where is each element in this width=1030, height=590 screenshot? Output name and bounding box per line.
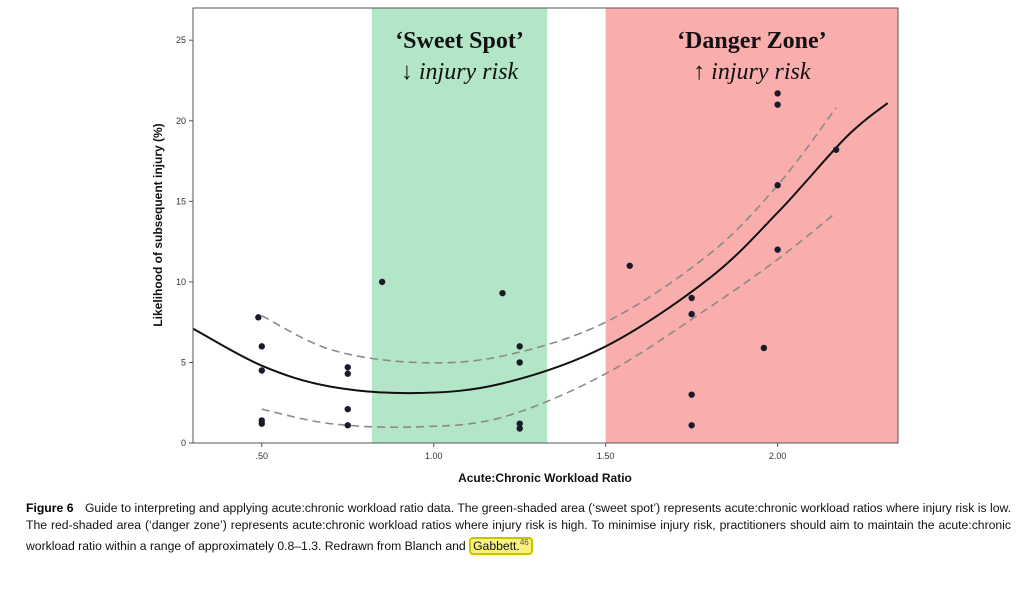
- zone-subtitle-1: ↑ injury risk: [693, 59, 811, 85]
- plot-frame: [192, 7, 899, 444]
- data-point-11: [516, 343, 523, 350]
- data-point-10: [499, 289, 506, 297]
- zone-0: [371, 8, 548, 443]
- zone-1: [605, 8, 898, 443]
- data-point-21: [774, 90, 781, 97]
- data-point-7: [344, 405, 351, 413]
- y-tick-label-0: 0: [181, 438, 186, 448]
- fit-curve: [192, 102, 889, 395]
- data-point-8: [344, 422, 351, 429]
- x-axis-label: Acute:Chronic Workload Ratio: [458, 471, 632, 485]
- data-point-24: [774, 246, 781, 253]
- data-point-1: [258, 343, 265, 350]
- figure-caption: Figure 6 Guide to interpreting and apply…: [26, 500, 1012, 556]
- data-point-16: [688, 294, 695, 302]
- data-point-6: [344, 370, 351, 377]
- data-point-0: [255, 314, 262, 321]
- data-point-4: [258, 420, 265, 427]
- y-axis-label: Likelihood of subsequent injury (%): [151, 123, 165, 326]
- data-point-25: [832, 146, 840, 153]
- x-tick-label-2: 1.50: [597, 451, 615, 461]
- data-points-layer: [255, 90, 840, 432]
- y-tick-label-1: 5: [181, 357, 186, 367]
- zone-title-0: ‘Sweet Spot’: [395, 28, 524, 54]
- confidence-interval-layer: [261, 107, 837, 429]
- x-tick-label-0: .50: [256, 451, 269, 461]
- data-point-15: [626, 262, 633, 269]
- data-point-13: [516, 420, 523, 427]
- zone-labels: ‘Sweet Spot’ ↓ injury risk ‘Danger Zone’ ↑ …: [395, 28, 826, 85]
- reference-link-gabbett[interactable]: Gabbett.46: [469, 537, 533, 556]
- data-point-19: [688, 422, 695, 429]
- y-tick-label-4: 20: [176, 116, 186, 126]
- data-point-17: [688, 310, 695, 318]
- acwr-chart: .50 1.00 1.50 2.00 0 5 10 15 20 25 ‘Sweet Spot’ ↓…: [151, 7, 899, 485]
- y-axis-ticks: 0 5 10 15 20 25: [176, 35, 193, 448]
- figure-label: Figure 6: [26, 501, 74, 515]
- reference-author: Gabbett.: [473, 539, 520, 554]
- data-point-22: [774, 101, 781, 108]
- data-point-12: [516, 359, 523, 366]
- zone-title-1: ‘Danger Zone’: [677, 28, 827, 54]
- data-point-14: [516, 425, 523, 432]
- data-point-5: [344, 364, 351, 371]
- data-point-9: [378, 278, 386, 286]
- x-tick-label-3: 2.00: [769, 451, 787, 461]
- zone-subtitle-0: ↓ injury risk: [401, 59, 519, 85]
- y-tick-label-3: 15: [176, 196, 186, 206]
- data-point-2: [258, 367, 265, 374]
- data-point-18: [688, 391, 695, 398]
- data-point-20: [760, 344, 768, 352]
- y-tick-label-5: 25: [176, 35, 186, 45]
- caption-text: Guide to interpreting and applying acute…: [26, 501, 1012, 554]
- zones-layer: [371, 8, 898, 443]
- ci-upper-curve: [261, 107, 837, 364]
- fit-curve-layer: [192, 102, 889, 395]
- y-tick-label-2: 10: [176, 277, 186, 287]
- x-tick-label-1: 1.00: [425, 451, 443, 461]
- data-point-23: [774, 182, 781, 189]
- x-axis-ticks: .50 1.00 1.50 2.00: [256, 443, 787, 461]
- reference-number: 46: [519, 538, 529, 547]
